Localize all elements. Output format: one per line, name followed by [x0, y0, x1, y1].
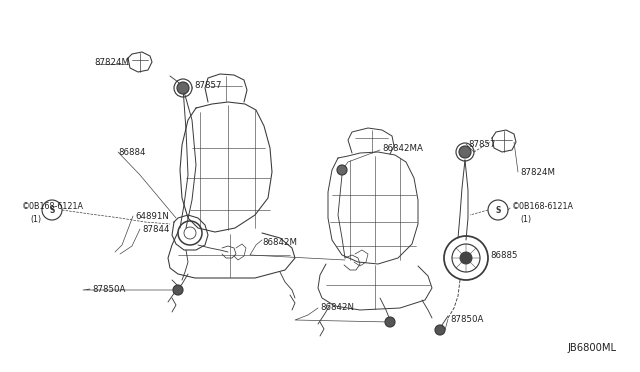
Text: 86885: 86885 [490, 251, 518, 260]
Text: 86842N: 86842N [320, 304, 354, 312]
Text: 87824M: 87824M [520, 167, 555, 176]
Circle shape [177, 82, 189, 94]
Text: (1): (1) [30, 215, 41, 224]
Text: S: S [495, 205, 500, 215]
Text: 86884: 86884 [118, 148, 145, 157]
Text: 86842M: 86842M [262, 237, 297, 247]
Circle shape [459, 146, 471, 158]
Text: 64891N: 64891N [135, 212, 169, 221]
Text: JB6800ML: JB6800ML [568, 343, 617, 353]
Text: S: S [49, 205, 54, 215]
Text: 87850A: 87850A [450, 314, 483, 324]
Circle shape [435, 325, 445, 335]
Text: 87857: 87857 [194, 80, 221, 90]
Text: 87824M: 87824M [94, 58, 129, 67]
Circle shape [460, 252, 472, 264]
Text: (1): (1) [520, 215, 531, 224]
Circle shape [337, 165, 347, 175]
Text: ©0B168-6121A: ©0B168-6121A [22, 202, 84, 211]
Circle shape [173, 285, 183, 295]
Text: 86842MA: 86842MA [382, 144, 423, 153]
Circle shape [385, 317, 395, 327]
Text: 87850A: 87850A [92, 285, 125, 294]
Text: 87844: 87844 [142, 224, 170, 234]
Text: 87857: 87857 [468, 140, 495, 148]
Text: ©0B168-6121A: ©0B168-6121A [512, 202, 574, 211]
